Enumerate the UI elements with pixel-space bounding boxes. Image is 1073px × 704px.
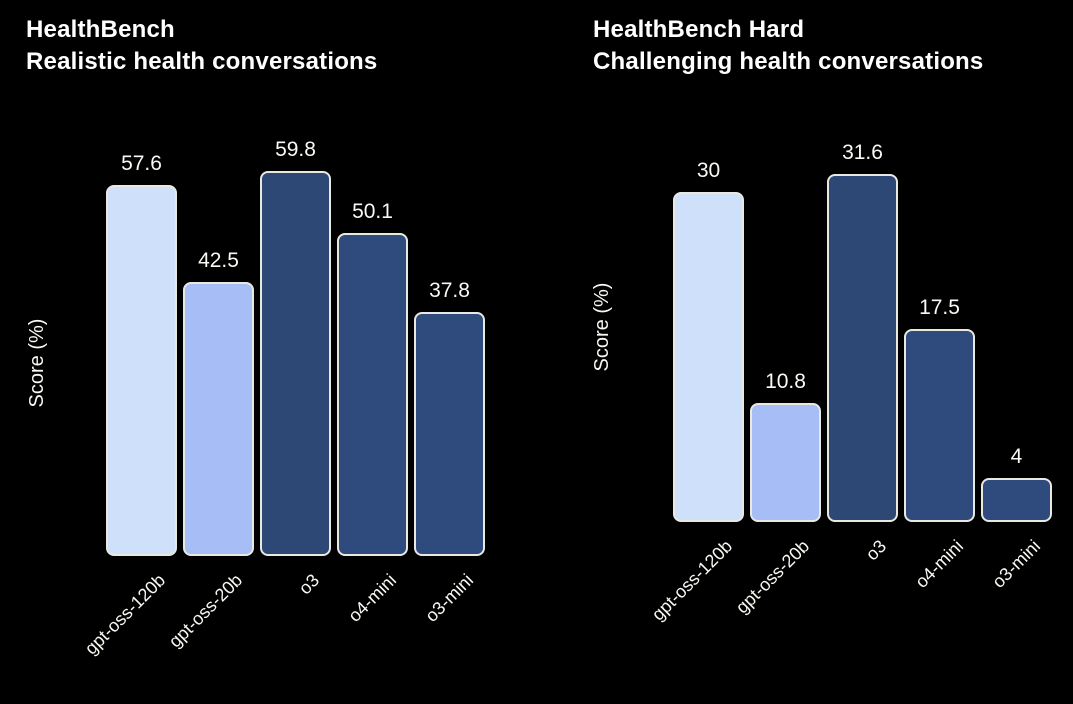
bar-value-label: 50.1 bbox=[352, 200, 393, 223]
plot-area: 57.6 42.5 59.8 50.1 37.8 bbox=[106, 138, 485, 556]
x-tick-label-gpt-oss-120b: gpt-oss-120b bbox=[648, 536, 737, 625]
chart-subtitle: Challenging health conversations bbox=[593, 48, 984, 75]
chart-title-block: HealthBench Realistic health conversatio… bbox=[26, 14, 377, 78]
x-axis-labels: gpt-oss-120b gpt-oss-20b o3 o4-mini o3-mini bbox=[648, 522, 1052, 704]
chart-title: HealthBench Hard bbox=[593, 16, 805, 43]
bar-value-label: 10.8 bbox=[765, 370, 806, 393]
x-tick-label-gpt-oss-20b: gpt-oss-20b bbox=[732, 536, 814, 618]
bar-gpt-oss-120b bbox=[106, 185, 177, 556]
bar-value-label: 30 bbox=[696, 159, 721, 182]
bar-value-label: 37.8 bbox=[429, 279, 470, 302]
bar-o4-mini bbox=[337, 233, 408, 556]
bar-value-label: 4 bbox=[1010, 445, 1023, 468]
bar-gpt-oss-120b bbox=[673, 192, 744, 522]
plot-area: 30 10.8 31.6 17.5 4 bbox=[673, 141, 1052, 522]
bar-o3-mini bbox=[981, 478, 1052, 522]
bar-o3-mini bbox=[414, 312, 485, 556]
bar-gpt-oss-20b bbox=[750, 403, 821, 522]
bar-o4-mini bbox=[904, 329, 975, 522]
chart-title-block: HealthBench Hard Challenging health conv… bbox=[593, 14, 983, 78]
bar-o3 bbox=[827, 174, 898, 522]
bar-value-label: 17.5 bbox=[919, 296, 960, 319]
bar-value-label: 42.5 bbox=[198, 249, 239, 272]
x-tick-label-o3-mini: o3-mini bbox=[988, 536, 1045, 592]
bar-value-label: 57.6 bbox=[121, 152, 162, 175]
x-tick-label-o3: o3 bbox=[862, 536, 891, 565]
bar-o3 bbox=[260, 171, 331, 556]
chart-title: HealthBench bbox=[26, 16, 175, 43]
chart-subtitle: Realistic health conversations bbox=[26, 48, 378, 75]
bar-gpt-oss-20b bbox=[183, 282, 254, 556]
y-axis-label: Score (%) bbox=[591, 282, 613, 372]
bar-value-label: 31.6 bbox=[842, 141, 883, 164]
x-tick-label-o4-mini: o4-mini bbox=[911, 536, 968, 592]
bar-value-label: 59.8 bbox=[275, 138, 316, 161]
